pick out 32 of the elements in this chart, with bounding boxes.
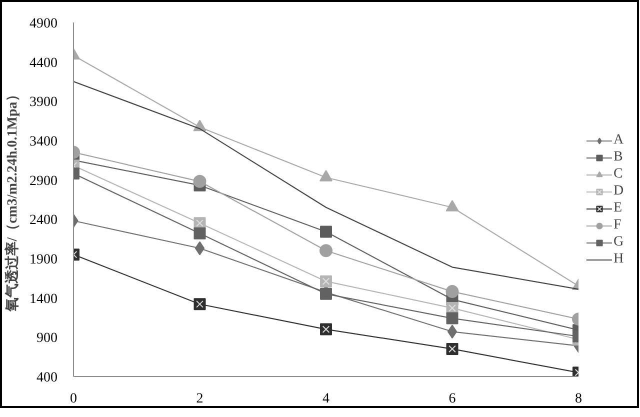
- x-tick-label: 0: [70, 392, 77, 406]
- y-tick-label: 3900: [30, 95, 58, 110]
- legend-label: B: [614, 149, 624, 165]
- legend-label: G: [614, 234, 625, 250]
- y-tick-label: 2900: [30, 174, 58, 189]
- legend-label: A: [614, 132, 625, 148]
- y-axis-title: 氧气透过率/（cm3/m2.24h.0.1Mpa）: [4, 88, 20, 312]
- y-tick-label: 4900: [30, 16, 58, 32]
- y-tick-label: 1400: [30, 292, 58, 307]
- point: [194, 227, 206, 240]
- legend-label: E: [614, 200, 624, 216]
- point: [320, 226, 332, 238]
- y-tick-label: 4400: [30, 56, 58, 71]
- legend-label: C: [614, 166, 624, 182]
- y-tick-label: 3400: [30, 134, 58, 150]
- x-tick-label: 6: [448, 392, 456, 406]
- y-tick-label: 400: [36, 370, 58, 386]
- x-tick-label: 8: [575, 392, 582, 406]
- point: [446, 285, 459, 298]
- point: [320, 244, 332, 258]
- y-tick-label: 900: [36, 331, 58, 346]
- point: [320, 170, 332, 182]
- point: [320, 288, 332, 300]
- x-tick-label: 4: [322, 392, 330, 406]
- point: [446, 312, 458, 324]
- x-tick-label: 2: [196, 392, 204, 406]
- legend-label: H: [614, 251, 625, 267]
- y-tick-label: 2400: [30, 213, 58, 228]
- point: [193, 174, 206, 188]
- legend-label: F: [614, 217, 622, 233]
- legend-label: D: [614, 183, 625, 199]
- y-tick-label: 1900: [30, 252, 58, 268]
